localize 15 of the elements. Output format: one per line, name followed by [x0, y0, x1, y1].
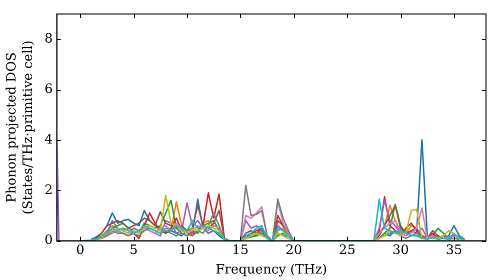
y-tick-label: 4	[44, 132, 53, 148]
x-tick-label: 20	[286, 242, 302, 258]
y-tick-label: 6	[44, 82, 53, 97]
x-axis-title: Frequency (THz)	[216, 262, 328, 278]
x-tick-label: 15	[232, 242, 249, 258]
x-tick-label: 5	[130, 242, 138, 258]
y-tick-label: 0	[44, 233, 53, 248]
x-tick-label: 30	[392, 242, 409, 258]
x-tick-label: 35	[446, 242, 462, 258]
y-tick-label: 2	[44, 182, 53, 198]
y-axis-title: Phonon projected DOS (States/THz·primitive cell)	[4, 40, 36, 214]
x-tick-label: 0	[76, 242, 84, 258]
y-tick-label: 8	[44, 32, 53, 47]
x-tick-label: 25	[338, 242, 356, 258]
x-tick-label: 10	[178, 242, 196, 258]
